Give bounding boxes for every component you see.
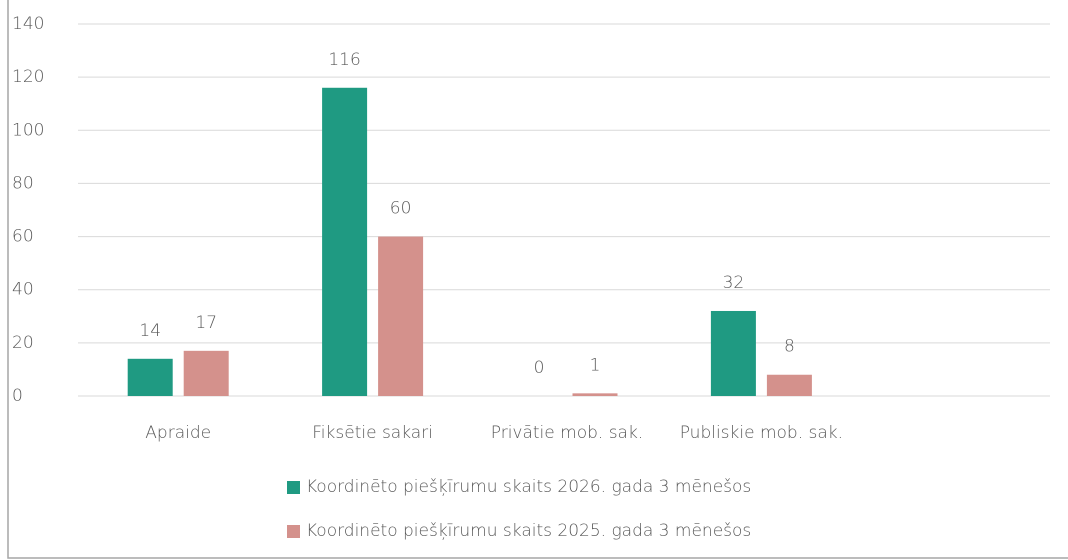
bar — [710, 310, 756, 396]
bar — [378, 236, 424, 396]
legend-swatch — [287, 525, 300, 538]
bar — [572, 393, 618, 396]
y-tick-label: 80 — [12, 173, 34, 193]
data-label: 17 — [195, 313, 217, 333]
y-tick-label: 20 — [12, 333, 34, 353]
y-tick-label: 100 — [12, 120, 44, 140]
bar — [766, 374, 812, 396]
x-tick-label: Privātie mob. sak. — [491, 423, 643, 443]
y-tick-label: 60 — [12, 227, 34, 247]
bar — [322, 87, 368, 397]
bar — [183, 350, 229, 396]
x-tick-label: Fiksētie sakari — [312, 423, 433, 443]
y-tick-label: 0 — [12, 386, 23, 406]
data-label: 32 — [723, 273, 745, 293]
y-tick-label: 40 — [12, 280, 34, 300]
data-label: 0 — [534, 358, 545, 378]
frame — [7, 0, 1068, 559]
data-label: 116 — [328, 50, 360, 70]
data-label: 60 — [390, 199, 412, 219]
x-tick-label: Publiskie mob. sak. — [680, 423, 843, 443]
y-tick-label: 120 — [12, 67, 44, 87]
bar — [127, 358, 173, 396]
data-label: 1 — [590, 355, 601, 375]
data-label: 8 — [784, 337, 795, 357]
legend-label: Koordinēto piešķīrumu skaits 2025. gada … — [306, 521, 751, 541]
legend-swatch — [287, 481, 300, 494]
legend-label: Koordinēto piešķīrumu skaits 2026. gada … — [306, 477, 751, 497]
x-tick-label: Apraide — [145, 423, 211, 443]
data-label: 14 — [139, 321, 161, 341]
y-tick-label: 140 — [12, 14, 44, 34]
